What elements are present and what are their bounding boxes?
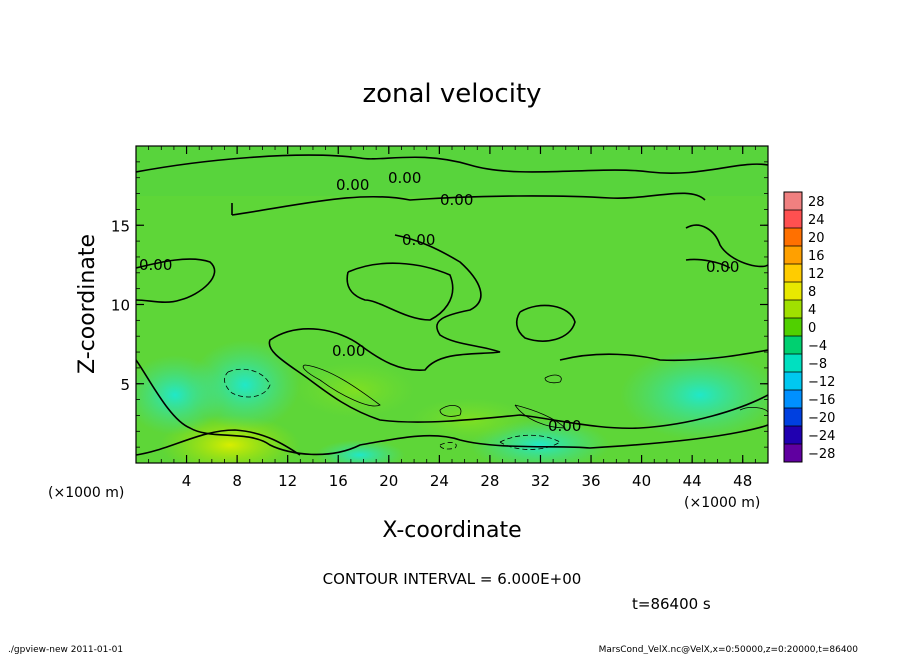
x-unit-right: (×1000 m) [684,495,760,511]
contour-label: 0.00 [139,256,172,274]
colorbar-label: 16 [808,249,825,264]
contour-label: 0.00 [388,169,421,187]
contour-label: 0.00 [548,417,581,435]
colorbar-label: 8 [808,285,816,300]
field-cyan-patch-5 [315,440,405,463]
colorbar-label: −20 [808,411,835,426]
colorbar-label: 4 [808,303,816,318]
contour-lines [136,154,768,456]
colorbar-swatch [784,282,802,301]
contour-label: 0.00 [440,191,473,209]
colorbar-swatch [784,354,802,373]
x-tick-label: 40 [632,472,651,490]
contour-label: 0.00 [336,176,369,194]
colorbar-label: 28 [808,195,825,210]
colorbar-label: −16 [808,393,835,408]
colorbar-swatch [784,246,802,265]
colorbar-swatch [784,300,802,319]
x-tick-label: 44 [683,472,702,490]
contour-label: 0.00 [332,342,365,360]
contour-lines-negative [224,368,561,450]
field-upper-band [136,146,768,196]
colorbar-swatch [784,210,802,229]
x-tick-label: 36 [581,472,600,490]
colorbar-swatch [784,444,802,463]
field-cyan-patch-2 [136,355,225,435]
footer-left: ./gpview-new 2011-01-01 [8,645,123,654]
colorbar-swatch [784,426,802,445]
contour-interval-text: CONTOUR INTERVAL = 6.000E+00 [323,570,582,588]
colorbar-label: 24 [808,213,825,228]
y-tick-label: 15 [111,217,130,235]
colorbar-swatch [784,336,802,355]
x-tick-label: 48 [733,472,752,490]
field-light-patch [295,362,415,418]
colorbar-swatch [784,318,802,337]
colorbar-swatch [784,228,802,247]
colorbar-swatch [784,408,802,427]
time-label: t=86400 s [632,595,711,613]
colorbar-label: 20 [808,231,825,246]
colorbar-label: −4 [808,339,827,354]
x-tick-label: 32 [531,472,550,490]
contour-lines-thin [302,364,768,429]
colorbar-label: −12 [808,375,835,390]
colorbar-swatch [784,390,802,409]
y-tick-label: 5 [120,376,130,394]
field-cyan-patch-4 [620,350,768,440]
colorbar-swatch [784,372,802,391]
colorbar-label: −24 [808,429,835,444]
y-axis-label: Z-coordinate [75,234,100,374]
x-tick-label: 12 [278,472,297,490]
x-unit-left: (×1000 m) [48,485,124,501]
field-layer: 0.00 0.00 0.00 0.00 0.00 0.00 0.00 0.00 [136,146,768,463]
y-tick-label: 10 [111,297,130,315]
contour-label: 0.00 [706,258,739,276]
contour-label: 0.00 [402,231,435,249]
x-axis-label: X-coordinate [382,518,521,543]
x-tick-label: 16 [329,472,348,490]
colorbar-swatch [784,192,802,211]
x-tick-label: 4 [182,472,192,490]
x-tick-label: 28 [480,472,499,490]
x-tick-label: 24 [430,472,449,490]
contour-label-group: 0.00 0.00 0.00 0.00 0.00 0.00 0.00 0.00 [139,169,739,435]
colorbar-swatch [784,264,802,283]
colorbar-label: −8 [808,357,827,372]
colorbar-label: 12 [808,267,825,282]
colorbar-label: −28 [808,447,835,462]
footer-right: MarsCond_VelX.nc@VelX,x=0:50000,z=0:2000… [599,645,859,654]
x-tick-label: 20 [379,472,398,490]
colorbar-label: 0 [808,321,816,336]
y-axis: 5 10 15 [111,161,768,448]
colorbar: 28 24 20 16 12 8 4 0 −4 −8 −12 −16 −20 −24 −28 [783,191,835,463]
x-axis: 4 8 12 16 20 24 28 32 36 40 44 48 [148,146,756,490]
chart-title: zonal velocity [362,79,541,109]
x-tick-label: 8 [232,472,242,490]
